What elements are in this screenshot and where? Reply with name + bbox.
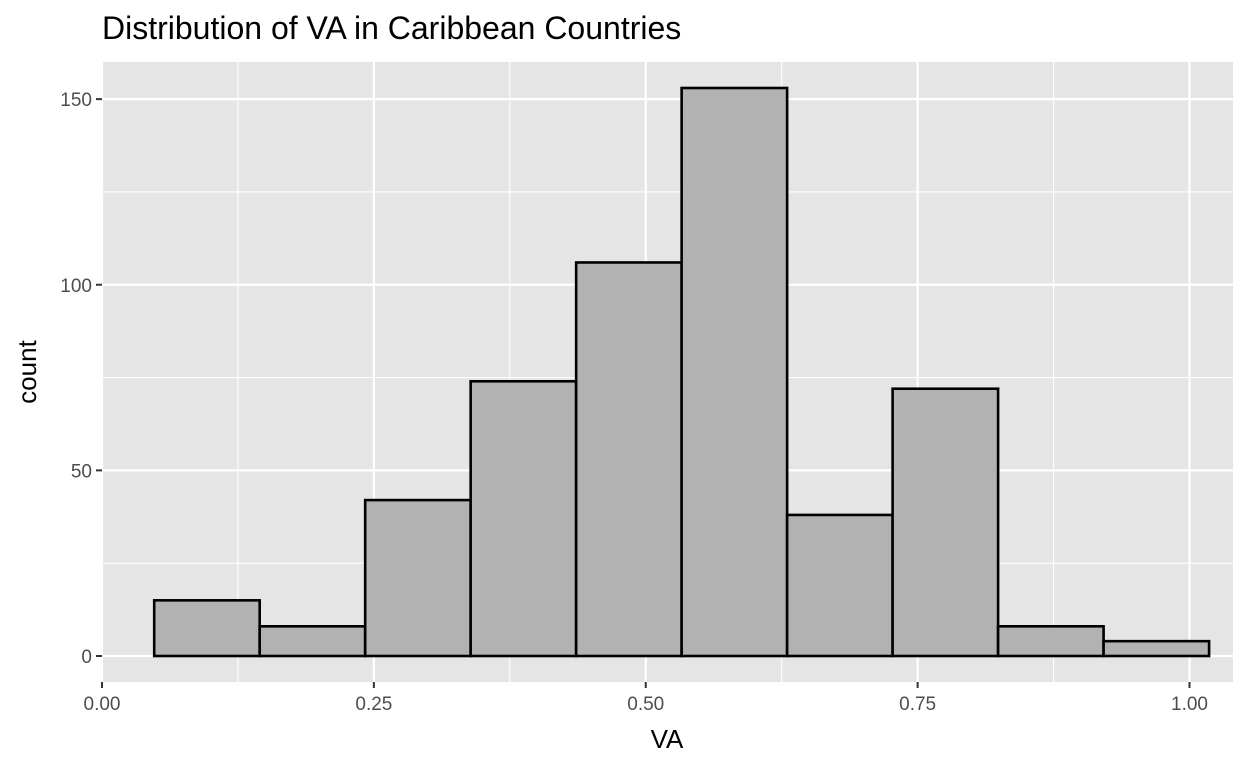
- histogram-bar-5: [574, 261, 683, 658]
- histogram-bars: [152, 86, 1211, 658]
- y-tick-label: 0: [81, 647, 92, 668]
- y-tick-label: 50: [71, 461, 92, 482]
- y-tick-label: 150: [60, 90, 92, 111]
- x-tick-label: 0.25: [355, 694, 392, 715]
- histogram-bar-1: [152, 599, 261, 658]
- y-tick-label: 100: [60, 276, 92, 297]
- histogram-bar-10: [1102, 639, 1211, 658]
- histogram-bar-8: [891, 387, 1000, 658]
- histogram-bar-9: [996, 625, 1105, 658]
- x-tick-label: 0.75: [899, 694, 936, 715]
- x-tick-label: 0.00: [84, 694, 121, 715]
- x-tick-label: 0.50: [627, 694, 664, 715]
- histogram-bar-6: [680, 86, 789, 658]
- x-axis: 0.00 0.25 0.50 0.75 1.00: [84, 682, 1208, 715]
- x-tick-label: 1.00: [1171, 694, 1208, 715]
- histogram-bar-4: [469, 379, 578, 658]
- y-axis: 0 50 100 150: [60, 90, 102, 668]
- x-axis-title: VA: [651, 724, 684, 754]
- histogram-bar-3: [363, 498, 472, 658]
- histogram-bar-2: [258, 625, 367, 658]
- y-axis-title: count: [12, 339, 42, 403]
- chart-title: Distribution of VA in Caribbean Countrie…: [102, 10, 681, 46]
- histogram-bar-7: [785, 513, 894, 658]
